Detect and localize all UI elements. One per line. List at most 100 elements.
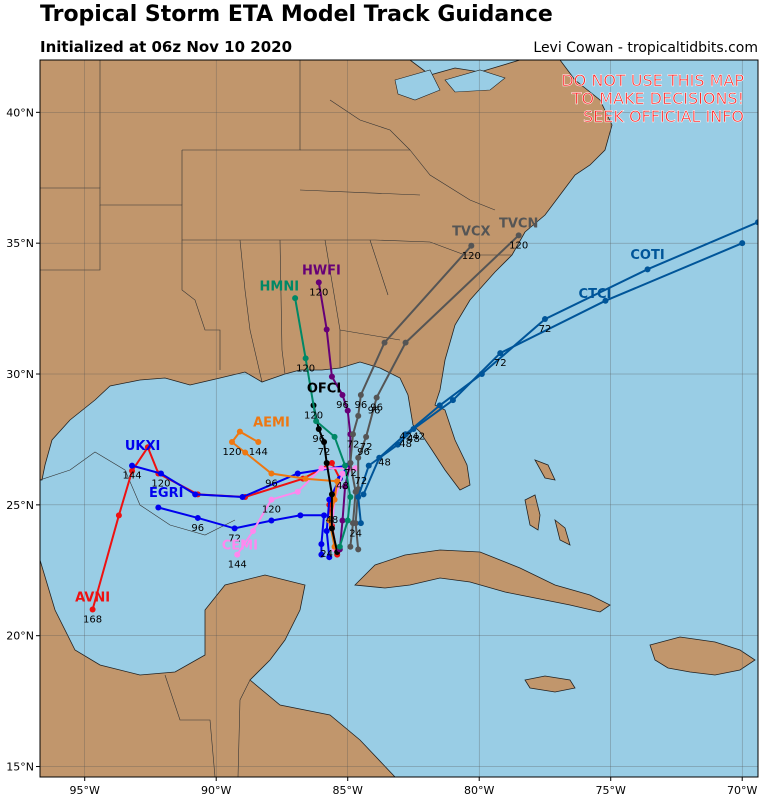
track-hmni xyxy=(292,295,354,550)
track-point xyxy=(231,525,238,532)
forecast-hour-label: 120 xyxy=(509,240,528,251)
axis-ticks: 95°W 90°W 85°W 80°W 75°W 70°W 15°N 20°N 25°N 30°N… xyxy=(6,106,757,797)
forecast-hour-label: 120 xyxy=(309,287,328,298)
track-point xyxy=(339,470,346,477)
track-point xyxy=(644,266,651,273)
track-point xyxy=(328,459,335,466)
model-name-label: EGRI xyxy=(149,486,183,501)
model-name-label: HMNI xyxy=(260,279,300,294)
lake-erie xyxy=(394,69,441,101)
track-line xyxy=(362,221,758,495)
lat-tick-label: 30°N xyxy=(6,368,34,381)
track-point xyxy=(323,459,330,466)
model-name-label: UKXI xyxy=(125,439,161,454)
lat-lon-grid xyxy=(40,60,758,777)
track-point xyxy=(363,433,370,440)
track-point xyxy=(468,242,475,249)
model-name-label: CEMI xyxy=(222,538,258,553)
track-point xyxy=(115,512,122,519)
lon-tick-label: 80°W xyxy=(464,784,494,797)
track-line xyxy=(294,297,352,547)
forecast-hour-label: 120 xyxy=(222,447,241,458)
lat-tick-label: 35°N xyxy=(6,237,34,250)
track-point xyxy=(302,355,309,362)
track-point xyxy=(402,431,409,438)
track-point xyxy=(228,439,235,446)
forecast-hour-label: 96 xyxy=(370,403,383,414)
hispaniola-landmass xyxy=(649,636,756,676)
forecast-hour-label: 48 xyxy=(378,458,391,469)
forecast-hour-label: 120 xyxy=(304,410,323,421)
track-point xyxy=(89,606,96,613)
forecast-hour-label: 96 xyxy=(357,447,370,458)
cuba-landmass xyxy=(354,549,611,613)
track-point xyxy=(360,491,367,498)
forecast-hour-label: 96 xyxy=(354,400,367,411)
track-point xyxy=(292,295,299,302)
bahamas-landmass xyxy=(554,518,571,546)
forecast-hour-label: 96 xyxy=(265,478,278,489)
lake-ontario xyxy=(444,69,506,93)
track-point xyxy=(302,475,309,482)
track-point xyxy=(541,316,548,323)
track-point xyxy=(255,439,262,446)
track-point xyxy=(331,433,338,440)
track-coti xyxy=(360,219,758,498)
track-point xyxy=(344,517,351,524)
track-point xyxy=(268,517,275,524)
track-point xyxy=(294,470,301,477)
track-point xyxy=(342,483,349,490)
warning-line-3: SEEK OFFICIAL INFO xyxy=(583,107,744,126)
forecast-hour-label: 120 xyxy=(462,251,481,262)
forecast-hour-label: 48 xyxy=(407,434,420,445)
track-point xyxy=(376,454,383,461)
forecast-hour-label: 48 xyxy=(399,439,412,450)
warning-box: DO NOT USE THIS MAP TO MAKE DECISIONS! S… xyxy=(561,71,745,127)
track-point xyxy=(357,520,364,527)
track-point xyxy=(313,418,320,425)
forecast-hour-label: 96 xyxy=(368,405,381,416)
track-point xyxy=(250,528,257,535)
lon-tick-label: 70°W xyxy=(727,784,757,797)
forecast-hour-label: 72 xyxy=(360,442,373,453)
track-tvcx xyxy=(347,242,475,550)
track-point xyxy=(355,454,362,461)
track-point xyxy=(242,449,249,456)
model-tracks xyxy=(89,219,758,613)
track-point xyxy=(268,496,275,503)
track-point xyxy=(357,391,364,398)
track-point xyxy=(515,232,522,239)
north-america-landmass xyxy=(40,60,613,491)
bahamas-landmass xyxy=(534,459,556,481)
track-point xyxy=(347,543,354,550)
track-egri xyxy=(155,504,328,558)
model-name-label: HWFI xyxy=(302,264,341,279)
state-borders xyxy=(40,60,512,777)
forecast-hour-label: 72 xyxy=(228,533,241,544)
track-point xyxy=(129,462,136,469)
track-point xyxy=(373,394,380,401)
forecast-hour-label: 144 xyxy=(123,471,142,482)
forecast-hour-label: 72 xyxy=(494,358,507,369)
lon-tick-label: 75°W xyxy=(596,784,626,797)
forecast-hour-label: 96 xyxy=(191,523,204,534)
track-point xyxy=(352,465,359,472)
forecast-hour-label: 72 xyxy=(354,476,367,487)
model-name-label: TVCX xyxy=(452,224,491,239)
track-point xyxy=(355,412,362,419)
track-point xyxy=(318,541,325,548)
forecast-hour-label: 48 xyxy=(326,515,339,526)
track-point xyxy=(326,517,333,524)
track-point xyxy=(342,462,349,469)
map-frame xyxy=(39,59,759,778)
map-subtitle: Initialized at 06z Nov 10 2020 xyxy=(40,38,293,56)
track-point xyxy=(323,326,330,333)
track-point xyxy=(352,520,359,527)
track-point xyxy=(297,512,304,519)
model-name-label: AVNI xyxy=(75,591,110,606)
track-point xyxy=(347,459,354,466)
track-ofci xyxy=(310,402,341,555)
mexico-central-america-landmass xyxy=(40,559,396,777)
